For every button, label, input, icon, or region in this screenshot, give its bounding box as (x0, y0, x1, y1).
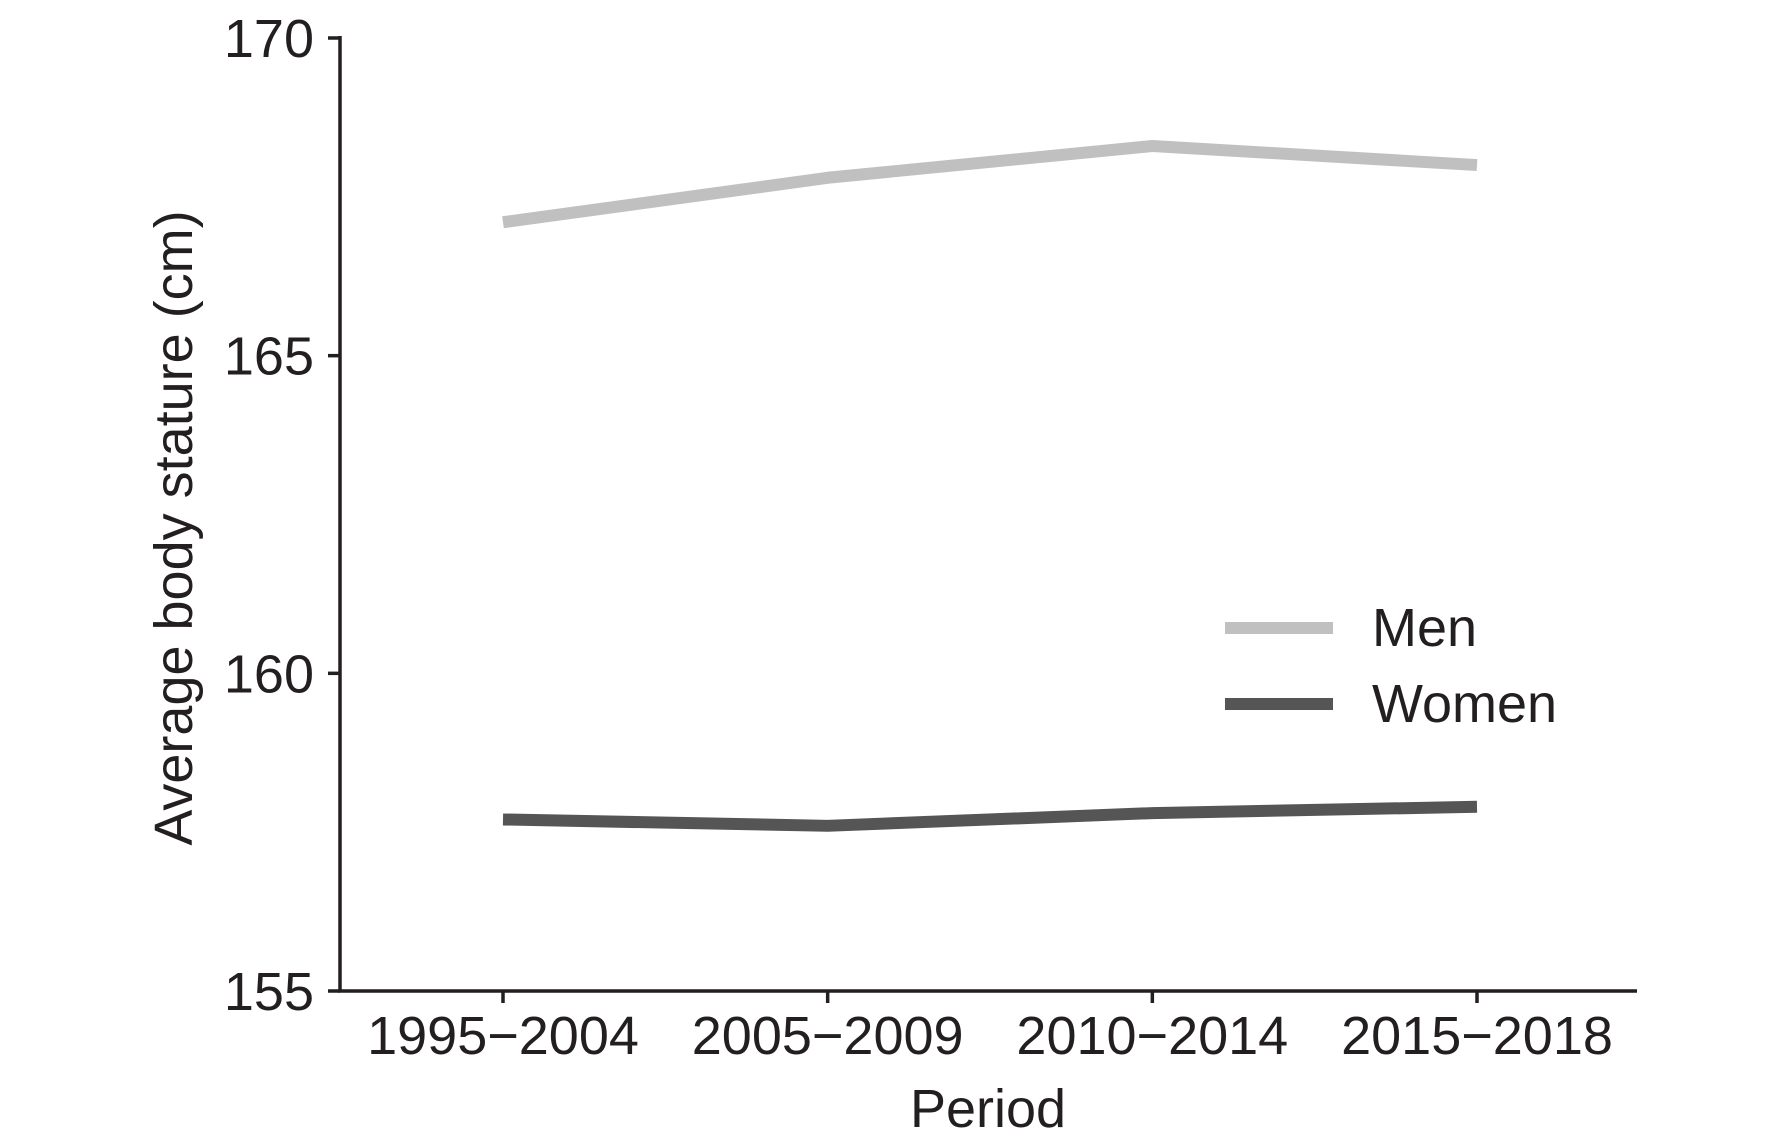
legend: Men Women (1225, 598, 1557, 734)
y-tick-label: 155 (224, 962, 314, 1022)
y-axis-ticks: 155 160 165 170 (224, 9, 340, 1022)
series-group (502, 140, 1478, 832)
y-tick-label: 165 (224, 327, 314, 387)
y-tick-label: 170 (224, 9, 314, 69)
legend-label-men: Men (1372, 598, 1477, 658)
x-axis-ticks: 1995−2004 2005−2009 2010−2014 2015−2018 (367, 991, 1613, 1066)
x-tick-label: 1995−2004 (367, 1006, 639, 1066)
y-axis-title: Average body stature (cm) (144, 210, 204, 845)
series-line-men (502, 140, 1478, 229)
legend-label-women: Women (1372, 674, 1557, 734)
series-line-women (502, 800, 1478, 832)
x-tick-label: 2010−2014 (1016, 1006, 1288, 1066)
x-tick-label: 2015−2018 (1341, 1006, 1613, 1066)
x-axis-title: Period (910, 1079, 1066, 1139)
x-tick-label: 2005−2009 (692, 1006, 964, 1066)
y-tick-label: 160 (224, 644, 314, 704)
